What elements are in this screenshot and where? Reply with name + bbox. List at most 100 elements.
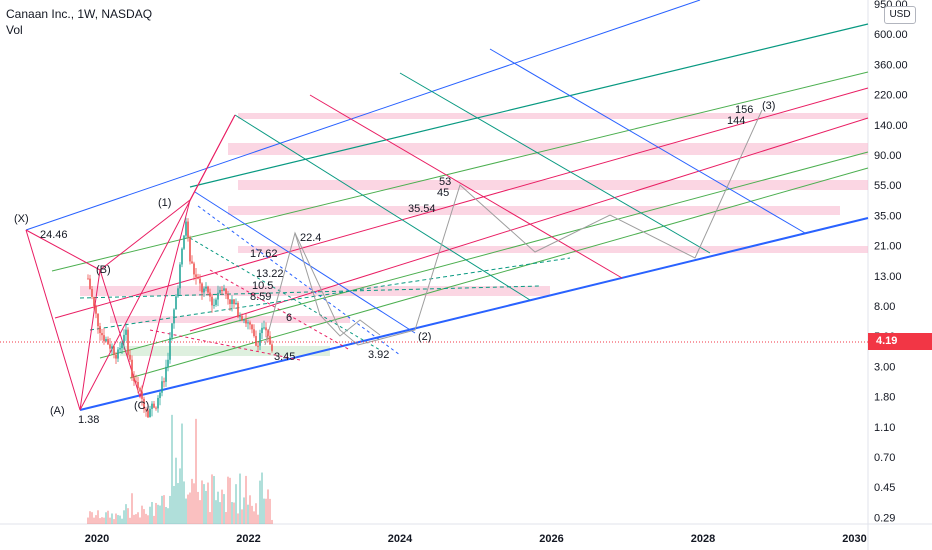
candle-body [197, 276, 199, 279]
x-tick-label: 2022 [236, 533, 260, 545]
candle-body [161, 381, 163, 393]
volume-bar [147, 515, 149, 524]
volume-bar [93, 517, 95, 524]
candle-body [257, 345, 259, 347]
volume-bar [199, 500, 201, 524]
volume-bar [129, 517, 131, 524]
price-label: 3.92 [368, 349, 389, 361]
y-tick-label: 1.80 [874, 392, 895, 404]
candle-body [163, 381, 165, 383]
volume-bar [267, 489, 269, 524]
wave-label-2: (2) [418, 331, 431, 343]
volume-bar [213, 476, 215, 524]
price-label: 1.38 [78, 414, 99, 426]
volume-bar [135, 514, 137, 524]
candle-body [121, 342, 123, 349]
volume-bar [225, 512, 227, 524]
candle-body [209, 292, 211, 297]
candle-body [153, 403, 155, 408]
volume-bar [269, 498, 271, 524]
candle-body [261, 327, 263, 334]
volume-bar [241, 509, 243, 524]
volume-bar [173, 485, 175, 524]
volume-bar [145, 513, 147, 524]
candle-body [207, 286, 209, 293]
candle-body [185, 221, 187, 236]
volume-bar [265, 498, 267, 524]
wave-label-3: (3) [762, 100, 775, 112]
volume-bar [123, 510, 125, 524]
volume-bar [263, 498, 265, 524]
price-label: 13.22 [256, 268, 284, 280]
volume-bar [169, 495, 171, 524]
x-tick-label: 2026 [539, 533, 563, 545]
candle-body [219, 289, 221, 293]
volume-bar [261, 472, 263, 524]
volume-bar [257, 514, 259, 524]
volume-bar [133, 514, 135, 524]
candle-body [227, 294, 229, 300]
volume-bar [175, 457, 177, 524]
volume-bar [215, 500, 217, 524]
volume-bar [101, 517, 103, 524]
price-label: 45 [437, 187, 449, 199]
candle-body [115, 354, 117, 359]
volume-bar [87, 517, 89, 524]
volume-bar [163, 495, 165, 524]
candle-body [215, 299, 217, 305]
y-tick-label: 140.00 [874, 120, 908, 132]
volume-bar [131, 493, 133, 524]
time-axis[interactable]: 2020 2022 2024 2026 2028 2030 [85, 533, 867, 545]
candle-body [217, 292, 219, 300]
candle-body [211, 296, 213, 306]
candle-body [89, 278, 91, 290]
price-axis[interactable]: 950.00 600.00 360.00 220.00 140.00 90.00 55.00… [874, 0, 908, 524]
candle-body [183, 235, 185, 249]
volume-bar [181, 423, 183, 524]
volume-bar [137, 512, 139, 524]
volume-bar [161, 495, 163, 524]
candle-body [113, 346, 115, 355]
volume-bar [235, 484, 237, 524]
y-tick-label: 950.00 [874, 0, 908, 11]
candle-body [237, 302, 239, 318]
volume-bar [217, 491, 219, 524]
volume-bar [231, 502, 233, 524]
candle-body [169, 337, 171, 360]
volume-bar [141, 505, 143, 524]
candle-body [165, 366, 167, 382]
candle-body [143, 398, 145, 410]
currency-button[interactable]: USD [884, 6, 916, 24]
wave-label-1: (1) [158, 197, 171, 209]
candle-body [201, 283, 203, 293]
candle-body [179, 264, 181, 289]
volume-bar [153, 515, 155, 524]
volume-bar [167, 508, 169, 524]
symbol-title[interactable]: Canaan Inc., 1W, NASDAQ [6, 7, 153, 21]
volume-bar [177, 483, 179, 524]
candle-body [205, 286, 207, 289]
price-label: 6 [286, 312, 292, 324]
y-tick-label: 0.70 [874, 452, 895, 464]
wave-label-b: (B) [96, 264, 111, 276]
candle-body [191, 261, 193, 264]
candle-body [193, 263, 195, 275]
volume-bar [149, 506, 151, 524]
volume-bar [105, 512, 107, 524]
volume-bar [203, 484, 205, 524]
candle-body [101, 333, 103, 336]
candle-body [145, 409, 147, 411]
volume-bar [259, 480, 261, 524]
price-label: 22.4 [300, 232, 321, 244]
candle-body [195, 274, 197, 277]
price-label: 8.59 [250, 291, 271, 303]
volume-bar [157, 504, 159, 524]
candle-body [253, 329, 255, 337]
candle-body [243, 319, 245, 321]
y-tick-label: 1.10 [874, 422, 895, 434]
candle-body [231, 299, 233, 305]
volume-bar [221, 489, 223, 524]
candle-body [271, 344, 273, 351]
candle-body [129, 354, 131, 360]
